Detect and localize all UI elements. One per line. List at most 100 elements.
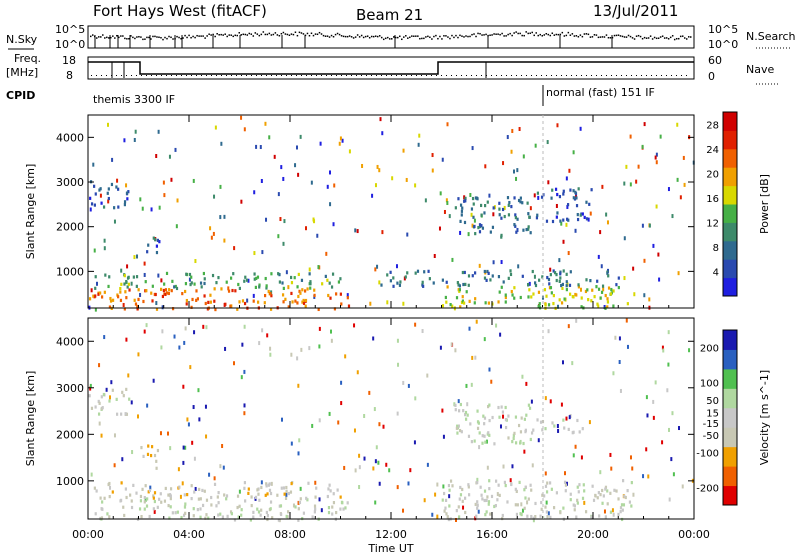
power-echo-pixel: [455, 296, 459, 300]
velocity-echo-pixel: [229, 510, 233, 514]
velocity-echo-pixel: [111, 388, 114, 392]
nsky-point: [465, 35, 467, 37]
power-echo-pixel: [156, 238, 160, 242]
power-echo-pixel: [558, 194, 562, 199]
power-noise-pixel: [374, 183, 377, 188]
power-echo-pixel: [113, 206, 116, 210]
power-echo-pixel: [300, 278, 304, 282]
nsky-point: [286, 33, 289, 36]
velocity-echo-pixel: [621, 508, 624, 512]
power-echo-pixel: [580, 305, 583, 309]
velocity-echo-pixel: [529, 483, 532, 487]
nave-point: [241, 75, 242, 76]
velocity-echo-pixel: [619, 506, 623, 510]
velocity-echo-pixel: [461, 487, 464, 492]
velocity-noise-pixel: [618, 360, 621, 365]
power-noise-pixel: [139, 292, 142, 297]
power-echo-pixel: [133, 298, 136, 302]
velocity-noise-pixel: [183, 340, 186, 345]
power-echo-pixel: [458, 288, 462, 292]
nsky-point: [216, 33, 218, 35]
power-noise-pixel: [522, 154, 525, 159]
nave-point: [661, 75, 662, 76]
velocity-echo-pixel: [443, 491, 446, 496]
power-noise-pixel: [379, 117, 382, 122]
power-echo-pixel: [117, 187, 120, 191]
nave-point: [396, 75, 397, 76]
nave-point: [261, 75, 262, 76]
velocity-noise-pixel: [318, 497, 321, 502]
power-echo-pixel: [238, 300, 241, 304]
power-echo-pixel: [478, 230, 482, 234]
velocity-echo-pixel: [497, 405, 500, 410]
cpid-mode-2: normal (fast) 151 IF: [546, 86, 655, 99]
power-echo-pixel: [504, 300, 507, 304]
power-colorbar-segment: [723, 259, 737, 279]
nsky-point: [665, 37, 668, 39]
power-echo-pixel: [577, 285, 581, 289]
velocity-echo-pixel: [148, 514, 151, 519]
nave-point: [216, 75, 217, 76]
velocity-echo-pixel: [243, 481, 247, 485]
nsky-point: [447, 36, 449, 38]
velocity-noise-pixel: [208, 472, 211, 477]
nave-point: [151, 75, 152, 76]
power-echo-pixel: [317, 307, 320, 312]
power-echo-pixel: [597, 287, 601, 291]
power-noise-pixel: [643, 258, 646, 263]
power-echo-pixel: [90, 202, 94, 206]
nsky-point: [240, 34, 242, 36]
velocity-noise-pixel: [137, 414, 140, 419]
power-echo-pixel: [158, 240, 161, 244]
power-echo-pixel: [265, 286, 268, 290]
power-echo-pixel: [565, 280, 568, 284]
nsky-point: [144, 38, 146, 40]
power-noise-pixel: [599, 230, 602, 235]
velocity-echo-pixel: [617, 497, 620, 501]
power-echo-pixel: [111, 298, 115, 302]
velocity-echo-pixel: [504, 425, 508, 430]
power-noise-pixel: [93, 248, 96, 253]
nsky-point: [563, 35, 566, 37]
power-echo-pixel: [465, 290, 468, 294]
power-echo-pixel: [399, 280, 402, 284]
nave-point: [111, 75, 112, 76]
nsky-point: [332, 35, 335, 38]
velocity-noise-pixel: [574, 444, 577, 449]
power-noise-pixel: [381, 131, 384, 136]
power-echo-pixel: [555, 272, 558, 277]
velocity-echo-pixel: [223, 493, 226, 497]
power-echo-pixel: [151, 284, 154, 288]
velocity-echo-pixel: [278, 504, 281, 508]
power-noise-pixel: [305, 226, 308, 231]
power-echo-pixel: [510, 204, 513, 209]
velocity-echo-pixel: [445, 512, 448, 516]
power-echo-pixel: [449, 302, 452, 307]
power-echo-pixel: [203, 277, 206, 281]
power-noise-pixel: [158, 205, 161, 210]
power-echo-pixel: [514, 224, 517, 228]
power-noise-pixel: [92, 162, 95, 167]
power-noise-pixel: [143, 272, 146, 277]
power-echo-pixel: [232, 272, 235, 276]
nsky-point: [326, 35, 329, 37]
power-colorbar-segment: [723, 167, 737, 187]
velocity-noise-pixel: [297, 383, 300, 388]
power-echo-pixel: [190, 275, 193, 279]
velocity-noise-pixel: [297, 500, 300, 505]
nsky-point: [324, 35, 327, 37]
velocity-noise-pixel: [470, 382, 473, 387]
velocity-noise-pixel: [407, 383, 410, 388]
velocity-echo-pixel: [487, 431, 490, 435]
power-echo-pixel: [483, 269, 486, 274]
power-echo-pixel: [575, 293, 578, 297]
velocity-echo-pixel: [237, 515, 240, 519]
nsky-point: [206, 35, 208, 37]
power-echo-pixel: [568, 292, 572, 296]
velocity-echo-pixel: [139, 494, 143, 499]
velocity-noise-pixel: [198, 417, 201, 422]
velocity-noise-pixel: [556, 423, 559, 428]
velocity-noise-pixel: [374, 500, 377, 505]
freq-tick-low: 8: [66, 69, 73, 82]
nsky-point: [264, 33, 267, 36]
